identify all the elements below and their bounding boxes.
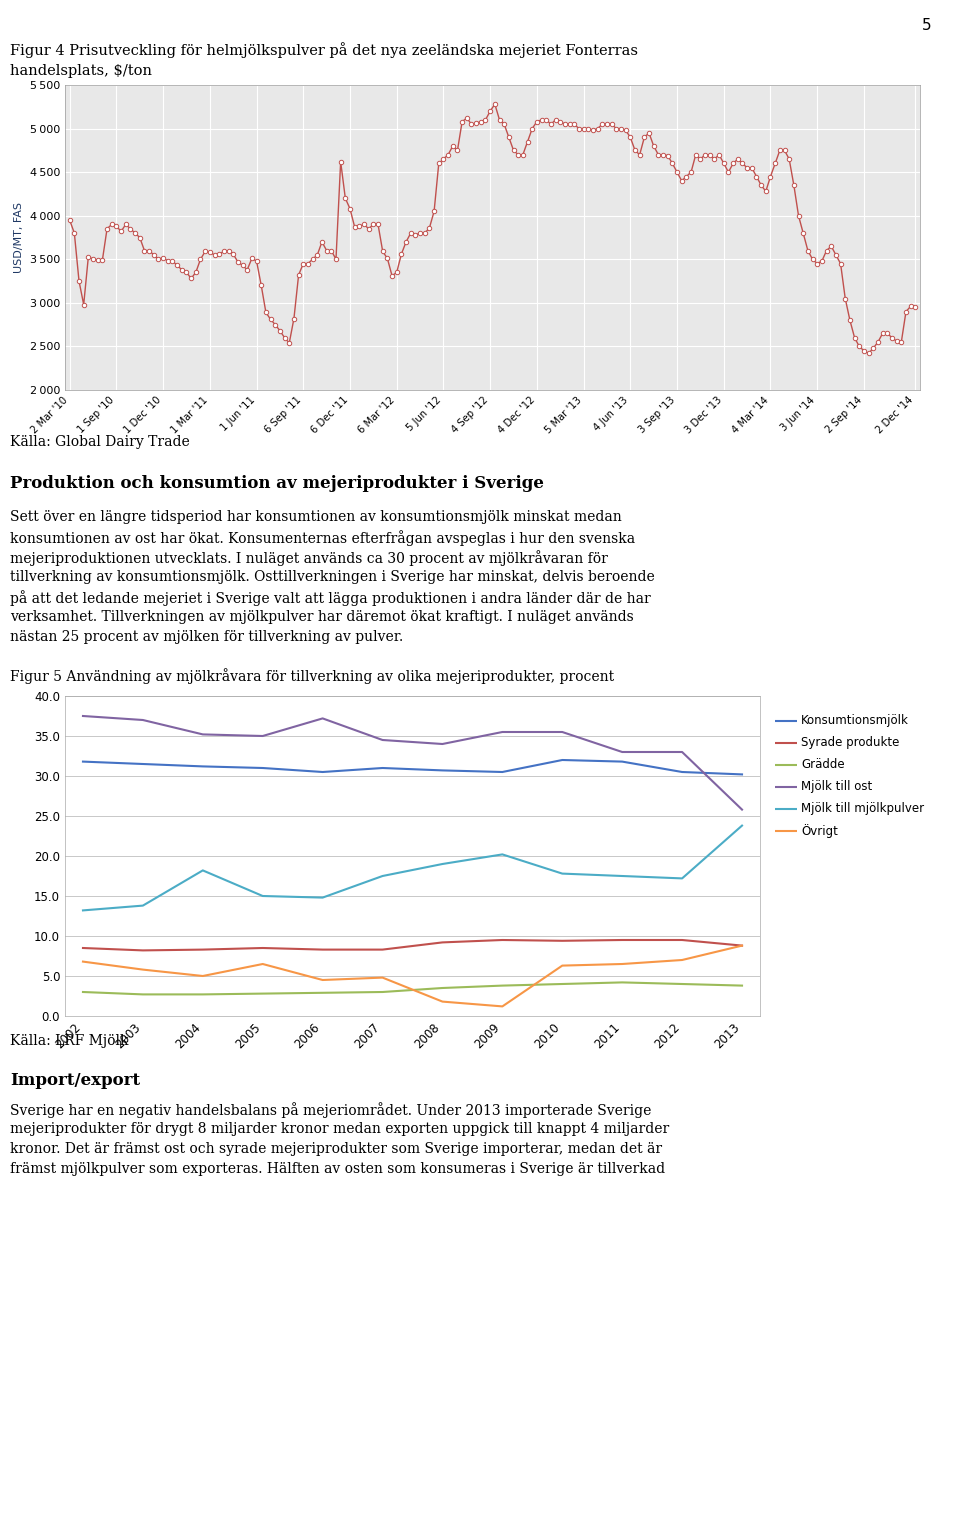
Text: 5: 5 — [922, 18, 931, 34]
Text: främst mjölkpulver som exporteras. Hälften av osten som konsumeras i Sverige är : främst mjölkpulver som exporteras. Hälft… — [10, 1161, 665, 1177]
Text: verksamhet. Tillverkningen av mjölkpulver har däremot ökat kraftigt. I nuläget a: verksamhet. Tillverkningen av mjölkpulve… — [10, 610, 634, 624]
Text: Konsumtionsmjölk: Konsumtionsmjölk — [801, 714, 909, 726]
Text: nästan 25 procent av mjölken för tillverkning av pulver.: nästan 25 procent av mjölken för tillver… — [10, 630, 403, 644]
Text: mejeriproduktionen utvecklats. I nuläget används ca 30 procent av mjölkråvaran f: mejeriproduktionen utvecklats. I nuläget… — [10, 549, 608, 566]
Text: Figur 5 Användning av mjölkråvara för tillverkning av olika mejeriprodukter, pro: Figur 5 Användning av mjölkråvara för ti… — [10, 668, 614, 684]
Text: tillverkning av konsumtionsmjölk. Osttillverkningen i Sverige har minskat, delvi: tillverkning av konsumtionsmjölk. Osttil… — [10, 571, 655, 584]
Text: Figur 4 Prisutveckling för helmjölkspulver på det nya zeeländska mejeriet Fonter: Figur 4 Prisutveckling för helmjölkspulv… — [10, 43, 638, 58]
Text: handelsplats, $/ton: handelsplats, $/ton — [10, 64, 152, 78]
Text: Import/export: Import/export — [10, 1071, 140, 1090]
Text: mejeriprodukter för drygt 8 miljarder kronor medan exporten uppgick till knappt : mejeriprodukter för drygt 8 miljarder kr… — [10, 1122, 669, 1135]
Text: Mjölk till ost: Mjölk till ost — [801, 780, 873, 794]
Text: Sett över en längre tidsperiod har konsumtionen av konsumtionsmjölk minskat meda: Sett över en längre tidsperiod har konsu… — [10, 510, 622, 523]
Text: Grädde: Grädde — [801, 758, 845, 771]
Text: Övrigt: Övrigt — [801, 824, 838, 838]
Y-axis label: USD/MT, FAS: USD/MT, FAS — [14, 201, 24, 273]
Text: Produktion och konsumtion av mejeriprodukter i Sverige: Produktion och konsumtion av mejeriprodu… — [10, 475, 544, 491]
Text: Sverige har en negativ handelsbalans på mejeriområdet. Under 2013 importerade Sv: Sverige har en negativ handelsbalans på … — [10, 1102, 652, 1119]
Text: konsumtionen av ost har ökat. Konsumenternas efterfrågan avspeglas i hur den sve: konsumtionen av ost har ökat. Konsumente… — [10, 530, 636, 546]
Text: Mjölk till mjölkpulver: Mjölk till mjölkpulver — [801, 803, 924, 815]
Text: kronor. Det är främst ost och syrade mejeriprodukter som Sverige importerar, med: kronor. Det är främst ost och syrade mej… — [10, 1141, 662, 1157]
Text: Källa: Global Dairy Trade: Källa: Global Dairy Trade — [10, 435, 190, 449]
Text: på att det ledande mejeriet i Sverige valt att lägga produktionen i andra länder: på att det ledande mejeriet i Sverige va… — [10, 591, 651, 606]
Text: Källa: LRF Mjölk: Källa: LRF Mjölk — [10, 1035, 129, 1048]
Text: Syrade produkte: Syrade produkte — [801, 736, 900, 749]
